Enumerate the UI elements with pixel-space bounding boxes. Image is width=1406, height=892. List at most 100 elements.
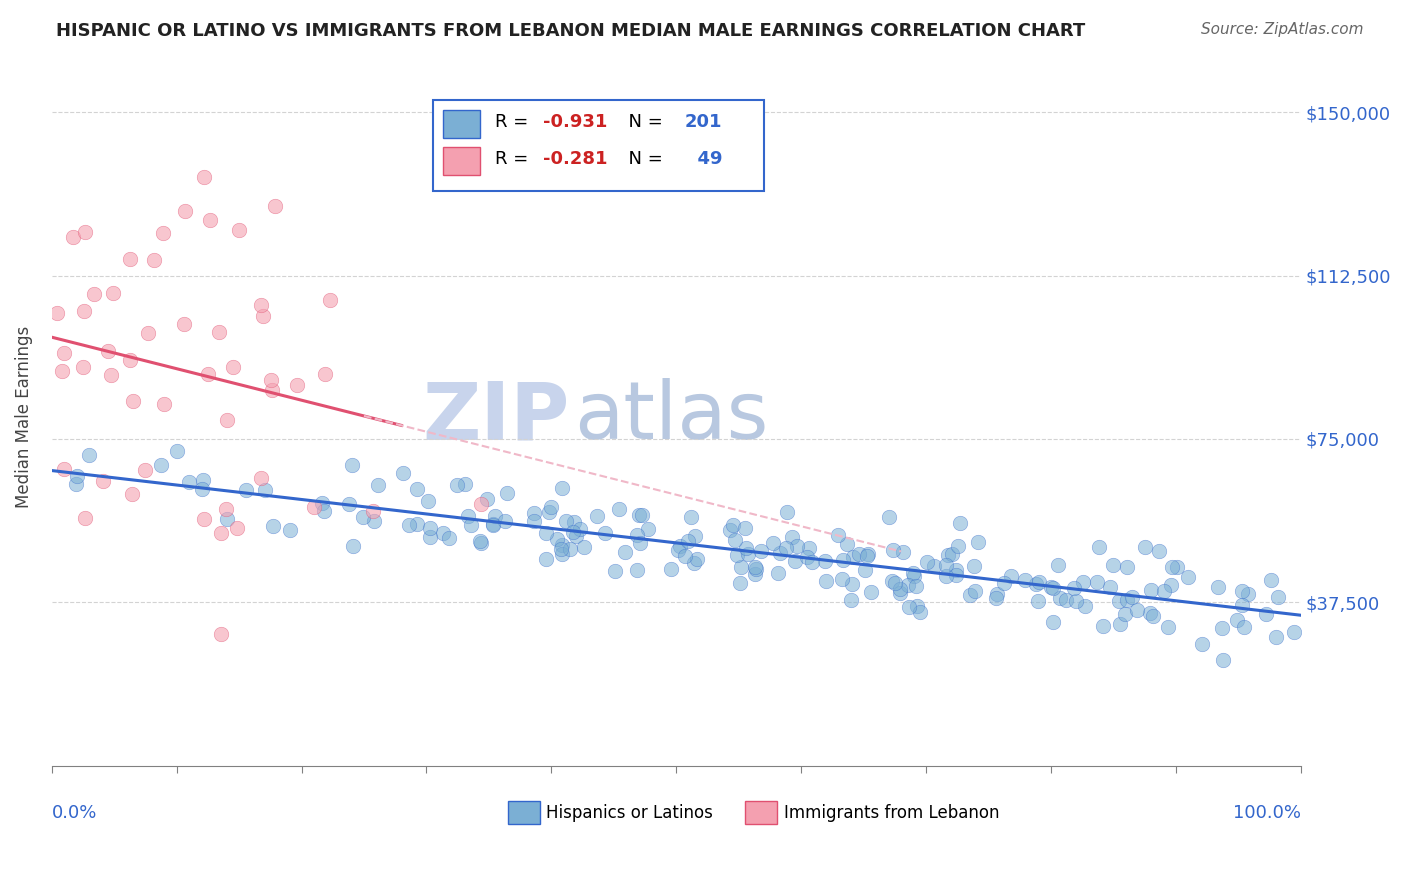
- Point: [877, 509, 900, 524]
- Point: [83, 287, 105, 301]
- Point: [550, 542, 572, 557]
- Point: [745, 562, 768, 576]
- Point: [152, 226, 174, 240]
- Point: [735, 541, 758, 555]
- Point: [460, 518, 482, 533]
- Point: [537, 505, 560, 519]
- Point: [122, 394, 145, 409]
- Point: [118, 252, 141, 267]
- Bar: [443, 146, 479, 175]
- Point: [340, 458, 363, 472]
- Point: [536, 526, 558, 541]
- Point: [783, 554, 806, 568]
- Point: [51, 364, 73, 378]
- Point: [744, 560, 766, 574]
- Point: [569, 522, 592, 536]
- Point: [605, 564, 627, 578]
- Point: [285, 378, 308, 392]
- Point: [1014, 573, 1036, 587]
- Point: [302, 500, 325, 515]
- Point: [586, 508, 609, 523]
- Point: [73, 304, 96, 318]
- Point: [523, 514, 546, 528]
- Text: ZIP: ZIP: [423, 378, 569, 456]
- Point: [562, 516, 585, 530]
- Point: [1109, 617, 1132, 632]
- Point: [669, 539, 692, 553]
- Point: [540, 500, 562, 515]
- Point: [626, 528, 648, 542]
- Point: [536, 552, 558, 566]
- Point: [762, 536, 785, 550]
- Point: [832, 553, 855, 567]
- Point: [897, 578, 920, 592]
- Point: [769, 546, 792, 560]
- Point: [889, 582, 911, 596]
- Point: [910, 605, 932, 619]
- Point: [607, 501, 630, 516]
- Text: N =: N =: [617, 113, 669, 131]
- Point: [1115, 593, 1137, 607]
- Point: [446, 477, 468, 491]
- Point: [945, 568, 967, 582]
- Point: [780, 530, 803, 544]
- Point: [631, 508, 654, 523]
- Point: [1114, 607, 1136, 622]
- Point: [831, 572, 853, 586]
- Point: [392, 467, 415, 481]
- Point: [935, 558, 957, 573]
- Point: [252, 309, 274, 323]
- Point: [262, 519, 284, 533]
- Point: [153, 397, 176, 411]
- Point: [915, 555, 938, 569]
- Point: [53, 461, 76, 475]
- Point: [683, 556, 706, 570]
- Text: R =: R =: [495, 113, 534, 131]
- Point: [1073, 574, 1095, 589]
- Point: [1088, 541, 1111, 555]
- Point: [686, 552, 709, 566]
- Point: [1133, 540, 1156, 554]
- Point: [1140, 583, 1163, 598]
- Point: [901, 566, 924, 580]
- Point: [963, 583, 986, 598]
- Point: [718, 523, 741, 537]
- Point: [628, 508, 651, 523]
- Point: [121, 486, 143, 500]
- Point: [898, 600, 921, 615]
- Point: [1091, 618, 1114, 632]
- Point: [1116, 560, 1139, 574]
- Point: [797, 541, 820, 556]
- Point: [786, 539, 808, 553]
- Point: [936, 549, 959, 563]
- Text: 49: 49: [685, 150, 723, 169]
- Point: [1256, 607, 1278, 621]
- Point: [922, 558, 945, 573]
- Point: [734, 521, 756, 535]
- Point: [935, 568, 957, 582]
- Point: [405, 516, 427, 531]
- Point: [437, 531, 460, 545]
- Point: [1267, 590, 1289, 604]
- Point: [352, 510, 374, 524]
- Point: [97, 344, 120, 359]
- Point: [766, 566, 789, 581]
- Point: [1226, 613, 1249, 627]
- Point: [860, 585, 883, 599]
- Point: [1042, 581, 1064, 595]
- Point: [666, 543, 689, 558]
- Text: -0.281: -0.281: [543, 150, 607, 169]
- Point: [1265, 630, 1288, 644]
- Point: [215, 501, 238, 516]
- Point: [1139, 607, 1161, 621]
- Point: [564, 528, 586, 542]
- Point: [855, 549, 877, 563]
- Point: [683, 529, 706, 543]
- Text: 100.0%: 100.0%: [1233, 804, 1301, 822]
- Point: [1142, 609, 1164, 624]
- Point: [337, 497, 360, 511]
- Point: [984, 591, 1007, 606]
- Point: [191, 482, 214, 496]
- Point: [775, 541, 797, 555]
- Point: [62, 230, 84, 244]
